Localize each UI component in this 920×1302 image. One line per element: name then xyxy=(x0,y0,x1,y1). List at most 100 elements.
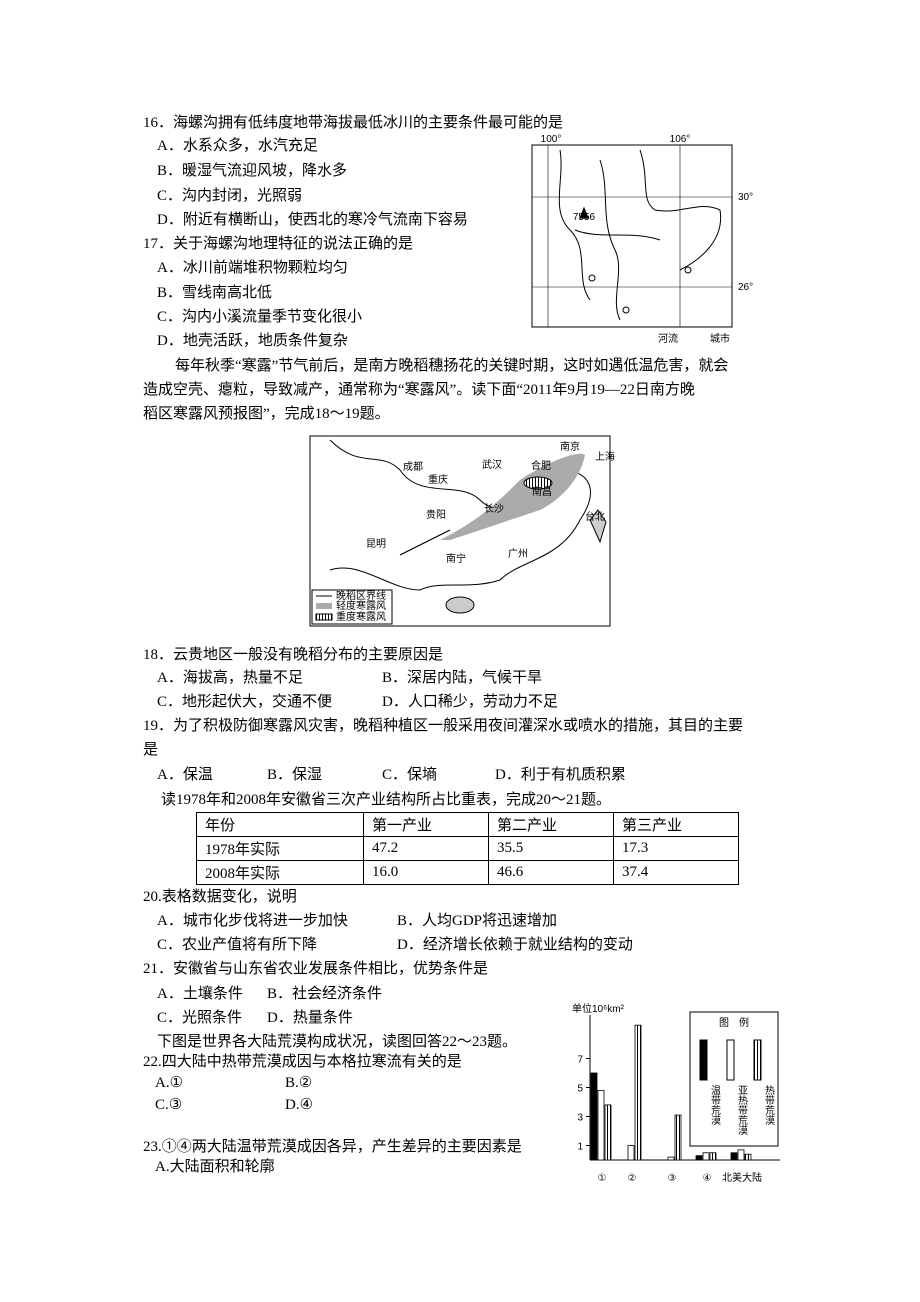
bar xyxy=(604,1104,612,1161)
city-label: 贵阳 xyxy=(426,508,446,521)
option: A.① xyxy=(155,1075,184,1091)
option: B．雪线南高北低 xyxy=(157,285,273,301)
table-cell: 第三产业 xyxy=(613,812,739,837)
option: D．人口稀少，劳动力不足 xyxy=(382,694,558,710)
question-stem: 18．云贵地区一般没有晚稻分布的主要原因是 xyxy=(143,647,444,663)
passage: 每年秋季“寒露”节气前后，是南方晚稻穗扬花的关键时期，这时如遇低温危害，就会 xyxy=(175,358,729,374)
city-label: 合肥 xyxy=(531,459,551,472)
city-label: 南京 xyxy=(560,440,580,453)
option: A．水系众多，水汽充足 xyxy=(157,138,318,154)
passage: 下图是世界各大陆荒漠构成状况，读图回答22～23题。 xyxy=(157,1034,518,1050)
option: D．地壳活跃，地质条件复杂 xyxy=(157,333,348,349)
city-label: 南昌 xyxy=(532,485,552,498)
y-tick-label: 5 xyxy=(577,1084,583,1095)
table-cell: 1978年实际 xyxy=(196,836,364,861)
city-label: 广州 xyxy=(508,548,528,560)
question-stem: 16．海螺沟拥有低纬度地带海拔最低冰川的主要条件最可能的是 xyxy=(143,115,564,131)
legend-label: 热带荒漠 xyxy=(763,1084,775,1126)
question-stem: 21．安徽省与山东省农业发展条件相比，优势条件是 xyxy=(143,961,489,977)
legend-label: 亚热带荒漠 xyxy=(736,1085,748,1136)
option: A.大陆面积和轮廓 xyxy=(155,1159,275,1175)
table-cell: 37.4 xyxy=(613,860,739,885)
city-label: 南宁 xyxy=(446,552,466,565)
city-label: 重庆 xyxy=(428,473,448,486)
option: C．保墒 xyxy=(382,767,438,783)
table-header: 年份 第一产业 第二产业 第三产业 xyxy=(196,812,739,837)
option: A．城市化步伐将进一步加快 xyxy=(157,913,348,929)
option: D．经济增长依赖于就业结构的变动 xyxy=(397,937,633,953)
question-stem: 20.表格数据变化，说明 xyxy=(143,889,297,905)
question-stem: 19．为了积极防御寒露风灾害，晚稻种植区一般采用夜间灌深水或喷水的措施，其目的主… xyxy=(143,718,744,734)
table-cell: 46.6 xyxy=(488,860,614,885)
option: B．人均GDP将迅速增加 xyxy=(397,913,558,929)
option: C．地形起伏大，交通不便 xyxy=(157,694,333,710)
table-cell: 2008年实际 xyxy=(196,860,364,885)
bar xyxy=(590,1072,598,1161)
bar xyxy=(667,1156,675,1161)
option: C．农业产值将有所下降 xyxy=(157,937,318,953)
option: C.③ xyxy=(155,1097,183,1113)
table-cell: 年份 xyxy=(196,812,364,837)
bar xyxy=(730,1152,738,1161)
x-tick-label: ③ xyxy=(668,1173,677,1184)
x-tick-label: 北美大陆 xyxy=(722,1171,762,1184)
table-cell: 35.5 xyxy=(488,836,614,861)
industry-table: 年份 第一产业 第二产业 第三产业 1978年实际 47.2 35.5 17.3 2008年实际… xyxy=(196,812,739,885)
map-label: 30° xyxy=(738,192,753,203)
legend-title: 图 例 xyxy=(719,1016,749,1029)
map-legend-label: 晚稻区界线 xyxy=(336,589,386,602)
map-label: 106° xyxy=(670,134,691,145)
bar xyxy=(627,1145,635,1161)
city-label: 武汉 xyxy=(482,458,502,471)
bar xyxy=(737,1149,745,1161)
map-label: 26° xyxy=(738,282,753,293)
option: C．光照条件 xyxy=(157,1010,243,1026)
legend-swatch xyxy=(726,1039,735,1081)
map-1 xyxy=(531,144,733,328)
question-stem: 是 xyxy=(143,742,159,758)
option: D.④ xyxy=(285,1097,314,1113)
x-tick-label: ① xyxy=(598,1173,607,1184)
y-tick-label: 7 xyxy=(577,1055,583,1066)
map-legend-label: 河流 xyxy=(658,332,678,345)
map-legend-label: 城市 xyxy=(710,332,730,345)
option: B．暖湿气流迎风坡，降水多 xyxy=(157,163,348,179)
city-label: 长沙 xyxy=(484,503,504,515)
legend-box xyxy=(689,1011,779,1147)
map-2 xyxy=(309,435,611,627)
question-stem: 22.四大陆中热带荒漠成因与本格拉寒流有关的是 xyxy=(143,1054,462,1070)
table-row: 1978年实际 47.2 35.5 17.3 xyxy=(196,836,739,861)
bar xyxy=(597,1090,605,1161)
bar xyxy=(695,1155,703,1161)
y-tick-label: 3 xyxy=(577,1113,583,1124)
option: A．保温 xyxy=(157,767,213,783)
city-label: 上海 xyxy=(595,450,615,463)
table-cell: 第二产业 xyxy=(488,812,614,837)
legend-swatch xyxy=(699,1039,708,1081)
map-legend-label: 轻度寒露风 xyxy=(336,599,386,612)
option: A．冰川前端堆积物颗粒均匀 xyxy=(157,260,348,276)
option: D．利于有机质积累 xyxy=(495,767,626,783)
bar xyxy=(634,1024,642,1161)
y-tick-label: 1 xyxy=(577,1142,583,1153)
passage: 稻区寒露风预报图”，完成18～19题。 xyxy=(143,406,390,422)
legend-label: 温带荒漠 xyxy=(709,1085,721,1126)
option: B.② xyxy=(285,1075,313,1091)
option: D．热量条件 xyxy=(267,1010,353,1026)
bar xyxy=(709,1152,717,1161)
map-label: 100° xyxy=(541,134,562,145)
option: B．深居内陆，气候干旱 xyxy=(382,670,543,686)
table-cell: 第一产业 xyxy=(363,812,489,837)
question-stem: 23.①④两大陆温带荒漠成因各异，产生差异的主要因素是 xyxy=(143,1139,522,1155)
option: D．附近有横断山，使西北的寒冷气流南下容易 xyxy=(157,212,468,228)
passage: 读1978年和2008年安徽省三次产业结构所占比重表，完成20～21题。 xyxy=(161,792,612,808)
table-cell: 47.2 xyxy=(363,836,489,861)
city-label: 昆明 xyxy=(366,538,386,550)
city-label: 成都 xyxy=(403,461,423,473)
table-cell: 16.0 xyxy=(363,860,489,885)
table-cell: 17.3 xyxy=(613,836,739,861)
option: B．社会经济条件 xyxy=(267,986,383,1002)
option: C．沟内小溪流量季节变化很小 xyxy=(157,309,363,325)
